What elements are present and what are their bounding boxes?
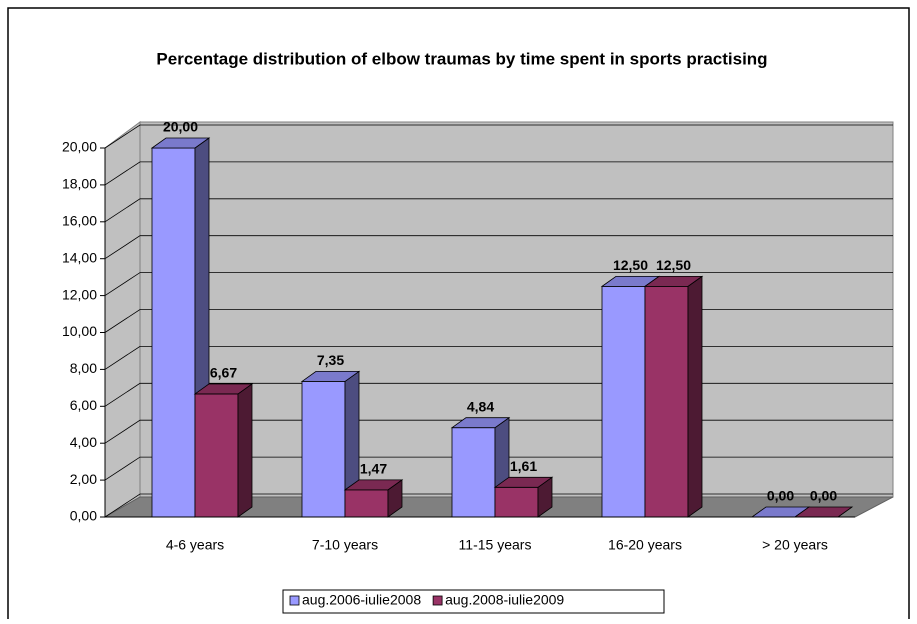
grid-line bbox=[104, 198, 893, 223]
legend-swatch bbox=[289, 595, 300, 606]
grid-line bbox=[104, 272, 893, 296]
data-label: 12,50 bbox=[656, 257, 691, 273]
y-tick-label: 6,00 bbox=[70, 397, 97, 413]
bar-top bbox=[343, 479, 404, 491]
y-tick-label: 8,00 bbox=[70, 360, 97, 376]
bar-top bbox=[300, 370, 361, 382]
bar-top bbox=[150, 137, 211, 149]
bar-front bbox=[344, 489, 389, 518]
y-tick-label: 16,00 bbox=[62, 213, 97, 229]
data-label: 12,50 bbox=[613, 257, 648, 273]
y-tick-label: 14,00 bbox=[62, 249, 97, 265]
y-tick-label: 2,00 bbox=[70, 471, 97, 487]
grid-line bbox=[104, 161, 893, 186]
bar-side bbox=[237, 383, 253, 518]
bar-front bbox=[151, 147, 196, 518]
chart-title: Percentage distribution of elbow traumas… bbox=[156, 49, 767, 68]
data-label: 1,61 bbox=[510, 458, 537, 474]
y-tick-label: 20,00 bbox=[62, 139, 97, 155]
data-label: 20,00 bbox=[163, 119, 198, 135]
bar-front bbox=[301, 380, 346, 518]
bar bbox=[193, 383, 254, 518]
legend-swatch bbox=[432, 595, 443, 606]
marks bbox=[150, 137, 854, 518]
y-tick-label: 0,00 bbox=[70, 508, 97, 524]
y-tick-label: 18,00 bbox=[62, 176, 97, 192]
y-tick-label: 12,00 bbox=[62, 286, 97, 302]
data-label: 7,35 bbox=[317, 352, 344, 368]
legend-label: aug.2006-iulie2008 bbox=[302, 592, 421, 608]
x-tick-label: 11-15 years bbox=[459, 537, 532, 553]
bar-front bbox=[601, 285, 646, 518]
bar bbox=[300, 370, 361, 518]
data-label: 4,84 bbox=[467, 398, 494, 414]
legend bbox=[282, 589, 665, 614]
bar-top bbox=[450, 417, 511, 429]
x-tick-label: 7-10 years bbox=[312, 537, 378, 553]
bar-top bbox=[643, 275, 704, 287]
bar bbox=[493, 476, 554, 518]
bar-top bbox=[193, 383, 254, 395]
bar bbox=[450, 416, 511, 518]
legend-label: aug.2008-iulie2009 bbox=[445, 592, 564, 608]
data-label: 6,67 bbox=[210, 365, 237, 381]
grid-line bbox=[104, 124, 893, 149]
bar-top bbox=[493, 476, 554, 488]
data-label: 1,47 bbox=[360, 461, 387, 477]
bar-front bbox=[451, 427, 496, 518]
y-tick-label: 10,00 bbox=[62, 323, 97, 339]
data-label: 0,00 bbox=[810, 488, 837, 504]
bar-front bbox=[194, 393, 239, 518]
y-tick-label: 4,00 bbox=[70, 434, 97, 450]
bar-side bbox=[687, 275, 703, 518]
x-tick-label: 16-20 years bbox=[608, 537, 682, 553]
x-tick-label: > 20 years bbox=[762, 537, 828, 553]
bar-front bbox=[644, 285, 689, 518]
x-tick-label: 4-6 years bbox=[166, 537, 224, 553]
grid-line bbox=[104, 235, 893, 260]
bar-front bbox=[494, 486, 539, 518]
data-label: 0,00 bbox=[767, 488, 794, 504]
bar bbox=[343, 479, 404, 518]
bar bbox=[643, 275, 704, 518]
